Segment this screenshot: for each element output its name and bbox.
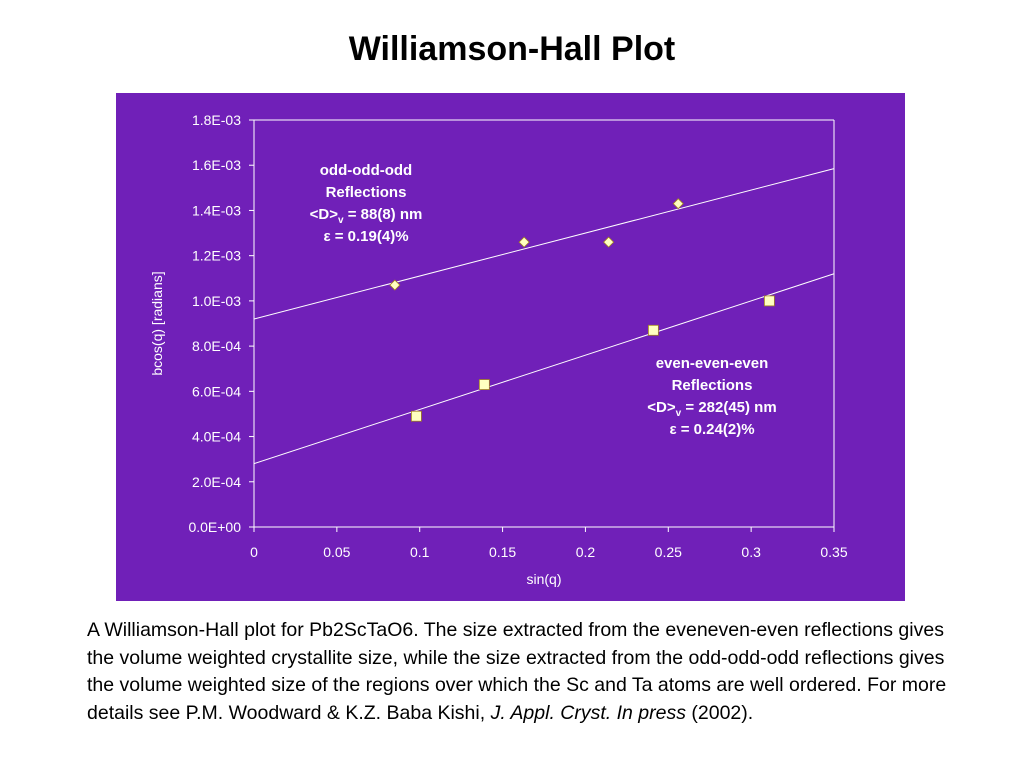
- x-axis-label: sin(q): [526, 571, 561, 587]
- odd-data-point: [389, 279, 401, 291]
- y-tick-label: 4.0E-04: [192, 429, 241, 445]
- odd-annotation-strain-line: ε = 0.19(4)%: [323, 228, 408, 245]
- even-annotation-line: Reflections: [672, 377, 753, 394]
- y-tick-label: 1.8E-03: [192, 112, 241, 128]
- odd-fit-line: [253, 168, 835, 320]
- y-tick-label: 1.2E-03: [192, 248, 241, 264]
- caption-text: A Williamson-Hall plot for Pb2ScTaO6. Th…: [87, 619, 947, 724]
- chart-panel: 0.0E+00 2.0E-04 4.0E-04 6.0E-04 8.0E-04 1.0E-…: [116, 93, 905, 601]
- caption-journal: J. Appl. Cryst. In press: [490, 701, 686, 724]
- chart-background: [116, 93, 905, 601]
- x-tick-label: 0.25: [655, 544, 682, 560]
- even-annotation-strain-line: ε = 0.24(2)%: [669, 421, 754, 438]
- y-axis-label: bcos(q) [radians]: [149, 271, 165, 375]
- y-tick-label: 8.0E-04: [192, 338, 241, 354]
- even-annotation-line: even-even-even: [656, 355, 769, 372]
- y-tick-label: 2.0E-04: [192, 474, 241, 490]
- williamson-hall-chart: 0.0E+00 2.0E-04 4.0E-04 6.0E-04 8.0E-04 1.0E-…: [116, 93, 905, 601]
- x-tick-label: 0.35: [820, 544, 847, 560]
- even-fit-line: [253, 273, 835, 465]
- slide-title: Williamson-Hall Plot: [348, 30, 676, 68]
- even-annotation-size-line: <D>v = 282(45) nm: [647, 399, 776, 419]
- y-tick-label: 6.0E-04: [192, 383, 241, 399]
- x-tick-label: 0.05: [323, 544, 350, 560]
- odd-data-point: [518, 236, 530, 248]
- odd-data-point: [603, 236, 615, 248]
- x-tick-label: 0.3: [741, 544, 761, 560]
- x-tick-label: 0: [250, 544, 258, 560]
- x-tick-label: 0.1: [410, 544, 430, 560]
- odd-data-point: [672, 198, 684, 210]
- even-data-point: [763, 295, 775, 307]
- even-data-point: [410, 410, 422, 422]
- y-tick-label: 1.0E-03: [192, 293, 241, 309]
- caption-year: (2002).: [685, 701, 754, 724]
- odd-annotation-line: Reflections: [326, 184, 407, 201]
- y-tick-label: 1.4E-03: [192, 202, 241, 218]
- odd-annotation-line: odd-odd-odd: [320, 162, 412, 179]
- even-data-point: [478, 379, 490, 390]
- y-tick-label: 1.6E-03: [192, 157, 241, 173]
- x-tick-label: 0.15: [489, 544, 516, 560]
- y-tick-label: 0.0E+00: [188, 519, 241, 535]
- x-tick-label: 0.2: [576, 544, 596, 560]
- figure-caption: A Williamson-Hall plot for Pb2ScTaO6. Th…: [87, 617, 967, 727]
- odd-annotation-size-line: <D>v = 88(8) nm: [310, 206, 423, 226]
- even-data-point: [647, 324, 659, 336]
